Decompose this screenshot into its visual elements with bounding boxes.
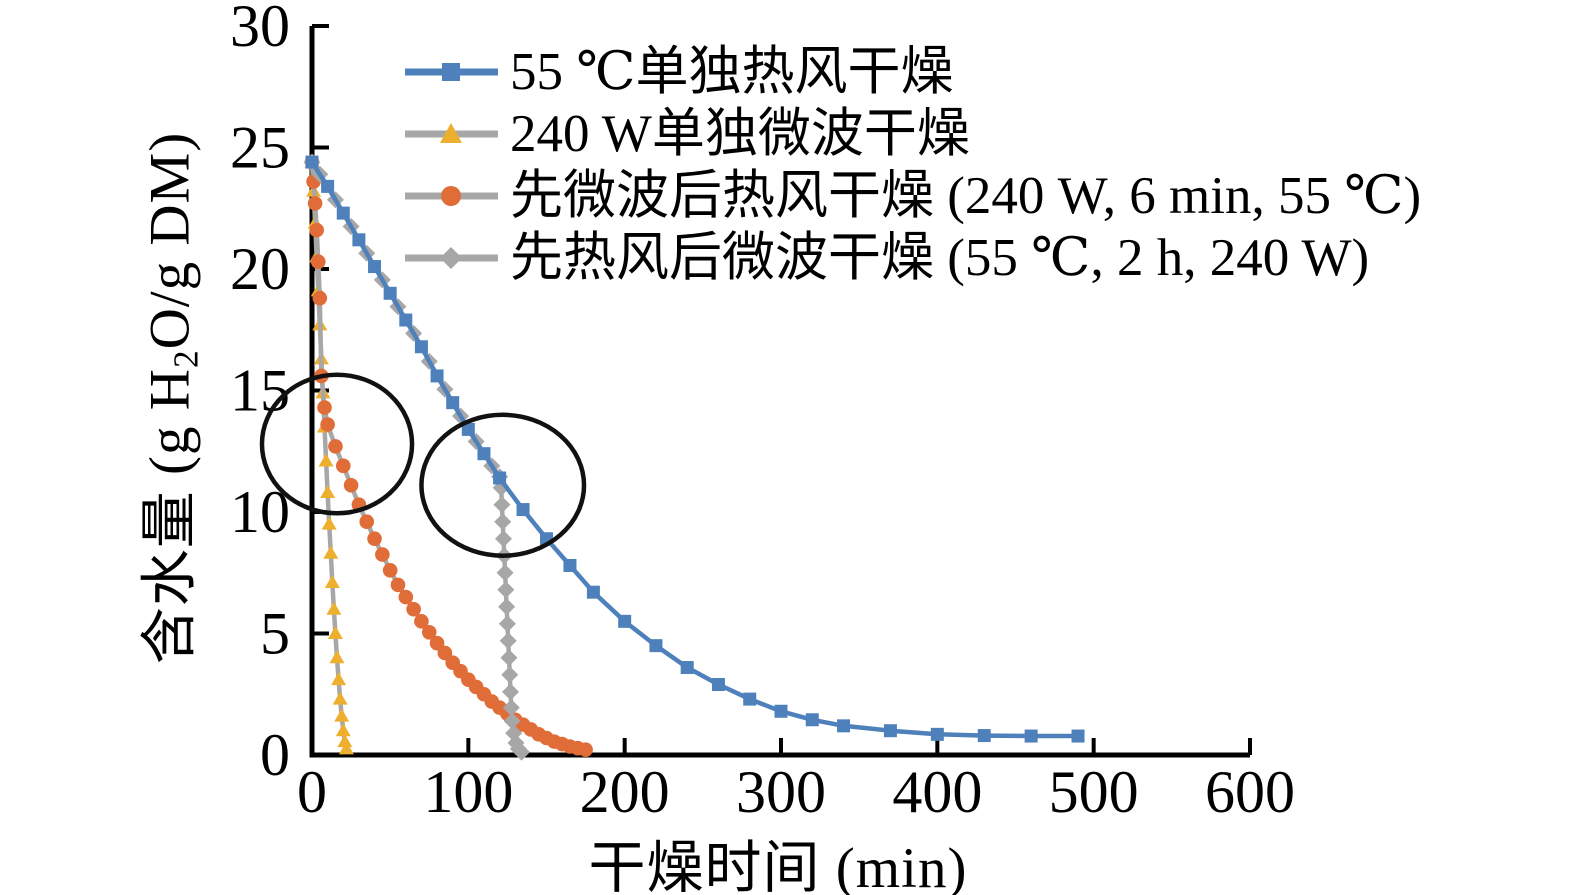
x-tick-label: 400 <box>892 759 982 825</box>
y-axis-title-main: 含水量 (g H <box>138 368 202 665</box>
y-axis-title: 含水量 (g H2O/g DM) <box>124 132 207 664</box>
y-tick-label: 25 <box>230 115 290 181</box>
legend-label: 先热风后微波干燥 (55 ℃, 2 h, 240 W) <box>510 229 1370 287</box>
x-tick-label: 500 <box>1049 759 1139 825</box>
y-tick-label: 20 <box>230 236 290 302</box>
legend-key-square-icon <box>405 63 498 81</box>
y-tick-label: 0 <box>260 722 290 788</box>
legend-item-microwave-240w: 240 W单独微波干燥 <box>403 103 1421 165</box>
x-tick-label: 600 <box>1205 759 1295 825</box>
legend-label: 240 W单独微波干燥 <box>510 105 970 163</box>
x-tick-label: 300 <box>736 759 826 825</box>
y-axis-title-subscript: 2 <box>166 349 206 369</box>
x-axis-title: 干燥时间 (min) <box>588 837 968 895</box>
y-tick-label: 5 <box>260 601 290 667</box>
circle-annotation-left <box>259 372 415 516</box>
circle-annotation-right <box>419 412 587 558</box>
y-axis-title-tail: O/g DM) <box>138 131 202 350</box>
legend-label: 先微波后热风干燥 (240 W, 6 min, 55 ℃) <box>510 167 1422 225</box>
y-tick-label: 30 <box>230 0 290 59</box>
legend-key-triangle-icon <box>405 123 498 143</box>
legend-key-circle-icon <box>405 186 498 206</box>
legend-item-hot-air-then-microwave: 先热风后微波干燥 (55 ℃, 2 h, 240 W) <box>403 227 1421 289</box>
x-tick-label: 200 <box>580 759 670 825</box>
x-tick-label: 0 <box>297 759 327 825</box>
x-tick-label: 100 <box>423 759 513 825</box>
y-tick-label: 15 <box>230 358 290 424</box>
series-hot-air-55c-only <box>305 155 1085 743</box>
legend-item-hot-air-55c: 55 ℃单独热风干燥 <box>403 41 1421 103</box>
chart-legend: 55 ℃单独热风干燥 240 W单独微波干燥 先微波后热风干燥 (240 W, … <box>403 41 1421 289</box>
legend-key-diamond-icon <box>405 247 498 269</box>
legend-item-microwave-then-hot-air: 先微波后热风干燥 (240 W, 6 min, 55 ℃) <box>403 165 1421 227</box>
legend-label: 55 ℃单独热风干燥 <box>510 43 954 101</box>
